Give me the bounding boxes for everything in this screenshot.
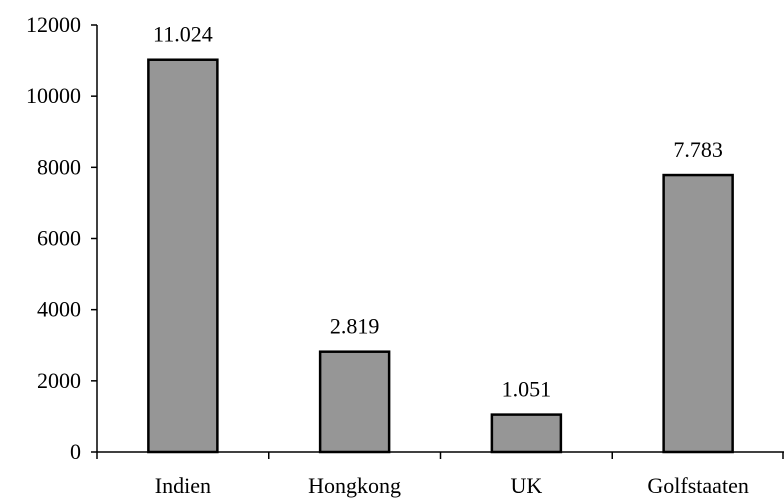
bar-golfstaaten — [662, 173, 734, 454]
category-label: Indien — [155, 473, 211, 498]
data-label: 7.783 — [673, 137, 723, 162]
data-label: 2.819 — [330, 314, 380, 339]
bar-indien — [147, 58, 219, 454]
x-axis: Indien Hongkong UK Golfstaaten — [96, 451, 784, 498]
y-tick-label: 8000 — [37, 154, 81, 179]
category-label: Hongkong — [308, 473, 401, 498]
bars — [147, 58, 734, 454]
data-label: 11.024 — [153, 22, 213, 47]
y-tick-label: 4000 — [37, 297, 81, 322]
bar-hongkong — [318, 350, 391, 454]
y-tick-label: 12000 — [26, 12, 81, 37]
y-tick-label: 2000 — [37, 368, 81, 393]
y-axis: 0 2000 4000 6000 8000 10000 12000 — [26, 12, 98, 464]
y-tick-label: 6000 — [37, 226, 81, 251]
data-label: 1.051 — [502, 377, 552, 402]
y-tick-label: 10000 — [26, 83, 81, 108]
category-label: Golfstaaten — [647, 473, 748, 498]
data-labels: 11.024 2.819 1.051 7.783 — [153, 22, 723, 402]
category-label: UK — [510, 473, 542, 498]
bar-uk — [490, 413, 563, 454]
y-tick-label: 0 — [70, 439, 81, 464]
